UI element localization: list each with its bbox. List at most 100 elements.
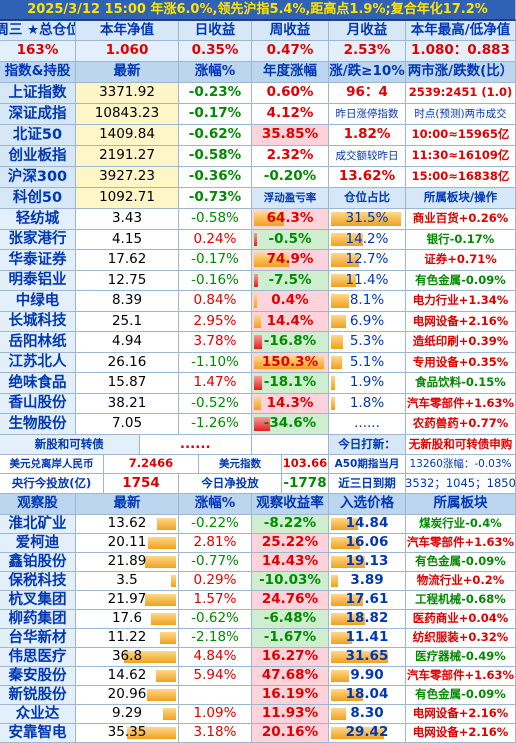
watch-header-cell-text: 所属板块 — [433, 495, 488, 512]
holding-weight-text: 8.1% — [349, 292, 385, 308]
index-col5: 96：4 — [329, 83, 406, 104]
holding-change-text: -0.52% — [191, 394, 239, 411]
index-name-text: 科创50 — [12, 189, 63, 206]
holding-sector: 证券+0.71% — [406, 250, 516, 271]
index-row: 创业板指 2191.27 -0.58% 2.32% 成交额较昨日 11:30≈16109亿 — [0, 146, 516, 167]
watch-name-text: 秦安股份 — [8, 667, 67, 684]
watch-entry-price-text: 9.90 — [350, 667, 384, 684]
weight-bar — [331, 253, 360, 267]
watch-price-text: 3.5 — [116, 572, 138, 589]
holding-name: 生物股份 — [0, 414, 76, 435]
watch-entry-price: 17.61 — [329, 591, 406, 610]
watch-row: 安靠智电 35.35 3.18% 20.16% 29.42 电网设备+2.16% — [0, 724, 516, 743]
page-title-text: 2025/3/12 15:00 年涨6.0%,领先沪指5.4%,距高点1.9%;… — [27, 2, 488, 17]
index-ytd: 35.85% — [252, 125, 329, 146]
holding-pnl: -34.6% — [252, 414, 329, 435]
watch-header-cell: 观察收益率 — [252, 494, 329, 515]
watch-price: 3.5 — [76, 572, 179, 591]
usd-cnh-label: 美元兑离岸人民币 — [0, 455, 104, 474]
holding-sector: 农药兽药+0.77% — [406, 414, 516, 435]
watch-entry-price: 8.30 — [329, 705, 406, 724]
watch-entry-price-text: 16.06 — [345, 534, 389, 551]
index-ytd: 4.12% — [252, 104, 329, 125]
holding-name-text: 轻纺城 — [15, 210, 60, 227]
holding-name-text: 江苏北人 — [8, 354, 67, 370]
watch-return: 20.16% — [252, 724, 329, 743]
holding-sector-text: 电力行业+1.34% — [412, 293, 509, 307]
holding-change-text: -1.10% — [191, 353, 239, 370]
entry-bar — [331, 613, 365, 625]
watch-price-text: 14.62 — [107, 667, 147, 684]
watch-price: 13.62 — [76, 515, 179, 534]
pnl-bar — [254, 335, 262, 349]
holding-sector-text: 农药兽药+0.77% — [412, 416, 509, 430]
holding-row: 华泰证券 17.62 -0.17% 74.9% 12.7% 证券+0.71% — [0, 250, 516, 271]
index-col6-text: 11:30≈16109亿 — [411, 148, 510, 163]
watch-change: -0.22% — [179, 515, 252, 534]
holding-change: -0.52% — [179, 393, 252, 414]
index-col5: 昨日涨停指数 — [329, 104, 406, 125]
index-name: 北证50 — [0, 125, 76, 146]
net-injection-label-text: 今日净投放 — [201, 475, 259, 490]
holding-weight: 6.9% — [329, 311, 406, 332]
holding-change: 0.84% — [179, 291, 252, 312]
watch-name: 安靠智电 — [0, 724, 76, 743]
watch-change: -0.77% — [179, 553, 252, 572]
holding-change-text: -0.17% — [191, 251, 239, 267]
watch-sector-text: 物流行业+0.2% — [416, 573, 505, 588]
index-col5: 成交额较昨日 — [329, 146, 406, 167]
summary-value-cell-text: 163% — [16, 42, 59, 59]
watch-price: 20.96 — [76, 686, 179, 705]
watch-return-text: -1.67% — [263, 629, 317, 646]
watch-change: 3.18% — [179, 724, 252, 743]
index-name: 深证成指 — [0, 104, 76, 125]
watch-price: 9.29 — [76, 705, 179, 724]
watch-name-text: 安靠智电 — [8, 724, 67, 741]
index-row: 上证指数 3371.92 -0.23% 0.60% 96：4 2539:2451 (1.0… — [0, 83, 516, 104]
watch-sector-text: 汽车零部件+1.63% — [406, 668, 515, 683]
holding-price-text: 12.75 — [107, 271, 147, 288]
price-bar — [156, 518, 176, 530]
index-col5-text: 成交额较昨日 — [335, 149, 399, 162]
watch-entry-price: 19.13 — [329, 553, 406, 572]
index-last-text: 2191.27 — [99, 147, 155, 164]
watch-sector: 电网设备+2.16% — [406, 724, 516, 743]
watch-row: 众业达 9.29 1.09% 11.93% 8.30 电网设备+2.16% — [0, 705, 516, 724]
net-injection-label: 今日净投放 — [179, 474, 282, 494]
watch-return: 16.27% — [252, 648, 329, 667]
usd-cnh-value: 7.2466 — [104, 455, 199, 474]
holding-change: -0.16% — [179, 270, 252, 291]
watch-header-cell: 入选价格 — [329, 494, 406, 515]
index-ytd-text: 0.60% — [266, 84, 314, 101]
holding-price-text: 8.39 — [111, 292, 143, 308]
index-col6-text: 2539:2451 (1.0) — [408, 85, 513, 100]
watch-sector-text: 汽车零部件+1.63% — [406, 535, 515, 550]
index-col6: 11:30≈16109亿 — [406, 146, 516, 167]
holding-weight: 8.1% — [329, 291, 406, 312]
holding-weight: 11.4% — [329, 270, 406, 291]
usd-index-value-text: 103.66 — [282, 456, 328, 471]
index-row: 北证50 1409.84 -0.62% 35.85% 1.82% 10:00≈15965亿 — [0, 125, 516, 146]
entry-bar — [331, 594, 363, 606]
watch-name: 秦安股份 — [0, 667, 76, 686]
holding-pnl-text: 14.4% — [266, 312, 314, 329]
weight-bar — [331, 314, 347, 328]
holding-change: -0.17% — [179, 250, 252, 271]
holding-pnl-text: 74.9% — [266, 251, 314, 267]
holding-price-text: 7.05 — [111, 415, 143, 431]
watch-return: -1.67% — [252, 629, 329, 648]
price-bar — [126, 727, 176, 739]
pnl-bar — [254, 294, 257, 308]
watch-price: 21.89 — [76, 553, 179, 572]
new-issue-dots-text: ...... — [179, 435, 211, 452]
watch-return-text: 14.43% — [261, 553, 319, 570]
watch-change: -2.18% — [179, 629, 252, 648]
pnl-bar — [254, 273, 258, 287]
watch-sector: 物流行业+0.2% — [406, 572, 516, 591]
index-col6-text: 时点(预测)两市成交 — [414, 107, 507, 120]
watch-return: 24.76% — [252, 591, 329, 610]
index-ytd: 0.60% — [252, 83, 329, 104]
watch-entry-price-text: 29.42 — [345, 724, 389, 741]
holding-change: -1.10% — [179, 352, 252, 373]
weight-bar — [331, 396, 335, 410]
